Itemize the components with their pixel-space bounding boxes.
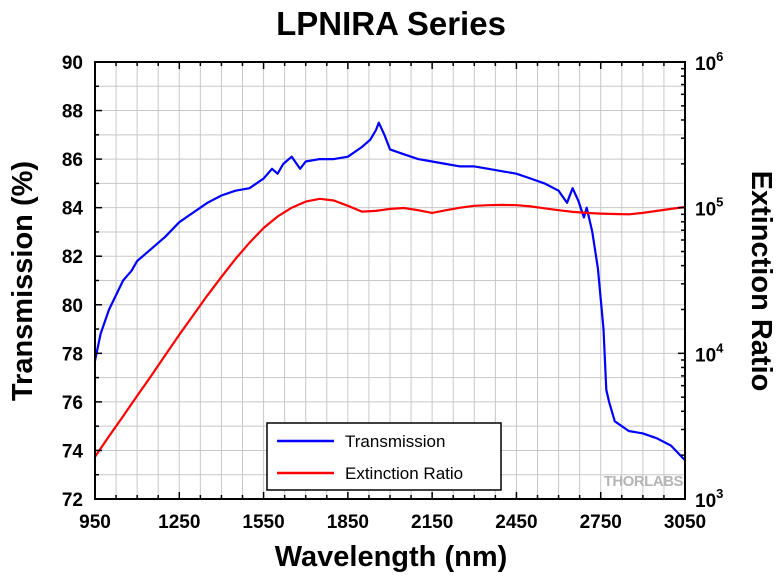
- chart-title: LPNIRA Series: [276, 5, 506, 42]
- x-tick-label: 950: [79, 512, 111, 533]
- y-left-tick-label: 88: [62, 102, 83, 123]
- y-right-tick-label: 106: [695, 49, 723, 75]
- y-left-tick-label: 80: [62, 296, 83, 317]
- y-right-tick-label: 103: [695, 486, 723, 512]
- legend-label-transmission: Transmission: [345, 432, 445, 451]
- x-tick-label: 1850: [327, 512, 369, 533]
- legend: Transmission Extinction Ratio: [266, 422, 502, 491]
- x-tick-label: 1250: [158, 512, 200, 533]
- thorlabs-watermark: THORLABS: [604, 473, 684, 490]
- ticks-layer: 950 1250 1550 1850 2150 2450 2750 3050 72 74 76 78 8…: [62, 49, 724, 533]
- y-left-tick-label: 74: [62, 441, 84, 462]
- y-axis-left-label: Transmission (%): [7, 161, 39, 401]
- series-line-extinction-ratio: [93, 197, 687, 458]
- x-axis-label: Wavelength (nm): [275, 541, 508, 573]
- x-tick-label: 2750: [580, 512, 622, 533]
- y-left-tick-label: 90: [62, 53, 83, 74]
- y-left-tick-label: 78: [62, 344, 83, 365]
- x-tick-label: 3050: [664, 512, 706, 533]
- y-left-tick-label: 72: [62, 490, 83, 511]
- x-tick-label: 1550: [242, 512, 284, 533]
- series-layer: [93, 121, 687, 462]
- legend-box: [266, 422, 502, 491]
- x-tick-label: 2450: [495, 512, 537, 533]
- x-tick-label: 2150: [411, 512, 453, 533]
- series-line-transmission: [93, 121, 687, 462]
- legend-label-extinction: Extinction Ratio: [345, 464, 463, 483]
- y-left-tick-label: 76: [62, 393, 83, 414]
- y-left-tick-label: 86: [62, 150, 83, 171]
- y-left-tick-label: 84: [62, 199, 84, 220]
- y-right-tick-label: 104: [695, 340, 724, 366]
- y-axis-right-label: Extinction Ratio: [745, 171, 777, 392]
- y-left-tick-label: 82: [62, 247, 83, 268]
- plot-frame: [94, 61, 686, 500]
- y-right-tick-label: 105: [695, 195, 723, 221]
